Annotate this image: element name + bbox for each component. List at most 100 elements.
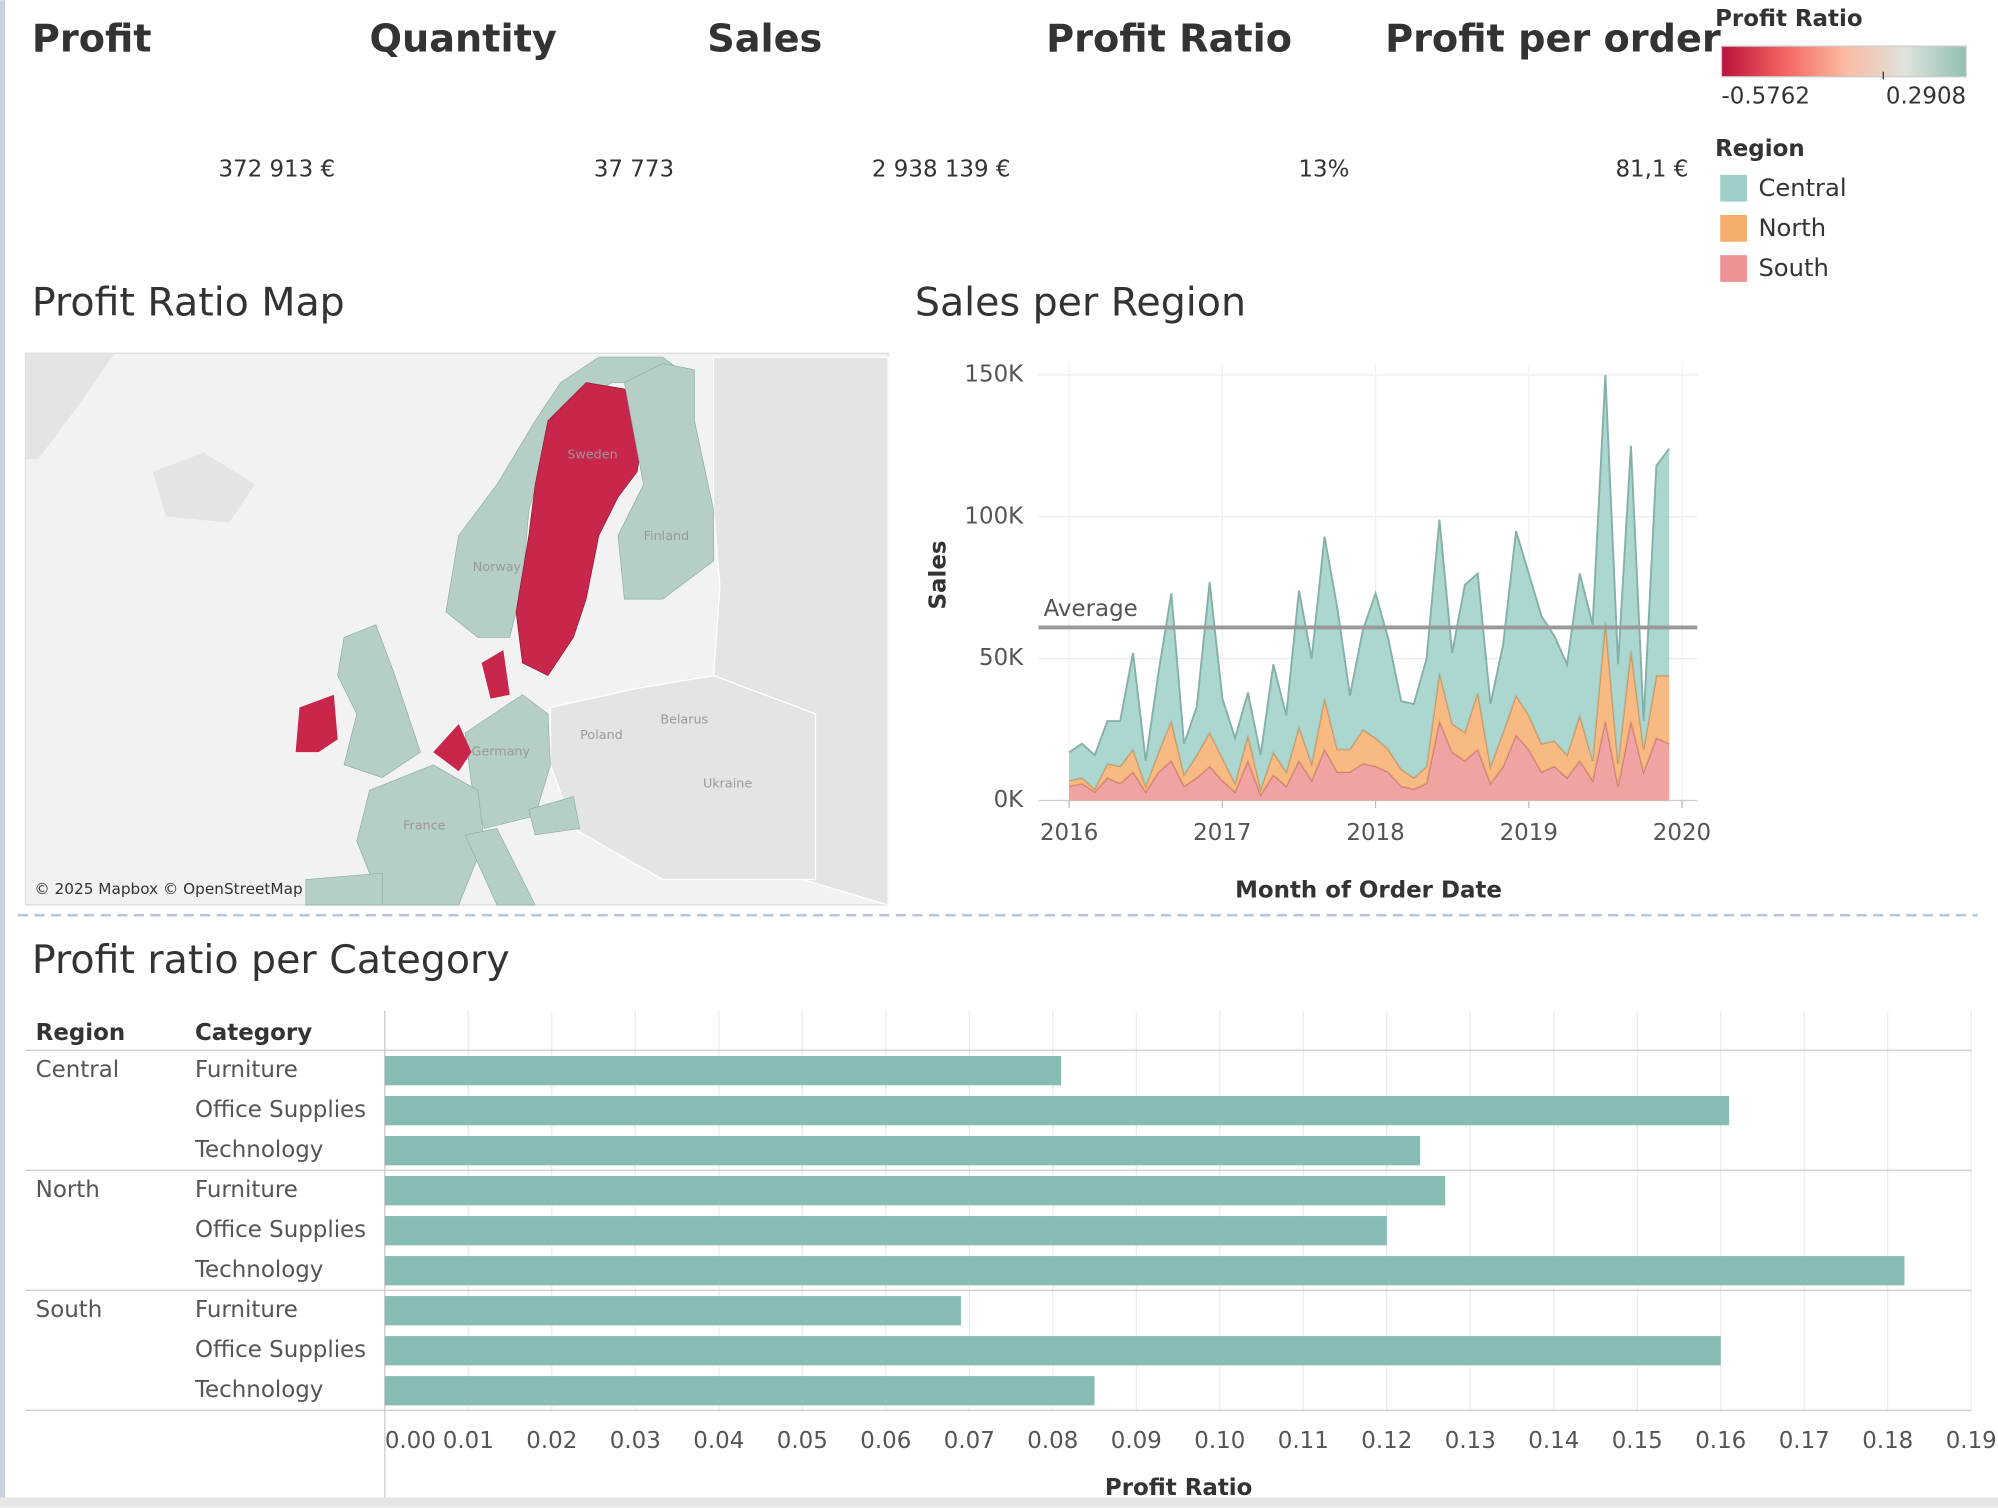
kpi-value: 37 773 — [594, 156, 674, 182]
group-label: North — [36, 1177, 100, 1203]
map: Profit Ratio Map Sweden Finland Norway Germ… — [24, 279, 889, 906]
legend-title: Profit Ratio — [1715, 6, 1862, 32]
x-tick-label: 0.04 — [693, 1428, 744, 1454]
x-tick-label: 0.19 — [1946, 1428, 1997, 1454]
x-tick-label: 0.08 — [1027, 1428, 1078, 1454]
chart-title: Sales per Region — [915, 279, 1246, 325]
country-label: Finland — [644, 529, 690, 544]
x-tick-label: 0.14 — [1528, 1428, 1579, 1454]
bar — [384, 1136, 1421, 1166]
country — [464, 828, 536, 906]
y-tick-label: 100K — [964, 503, 1024, 529]
color-ramp — [1720, 45, 1967, 78]
group-label: Central — [36, 1057, 119, 1083]
country — [481, 650, 510, 699]
x-tick-label: 0.07 — [944, 1428, 995, 1454]
x-axis-title: Profit Ratio — [1105, 1475, 1252, 1501]
area — [1069, 374, 1670, 790]
x-tick-label: 0.00 — [385, 1428, 436, 1454]
kpi-value: 81,1 € — [1615, 156, 1688, 182]
kpi-title: Profit Ratio — [1046, 18, 1292, 62]
legend-label: North — [1758, 214, 1826, 242]
category-label: Technology — [194, 1257, 323, 1283]
x-tick-label: 0.06 — [860, 1428, 911, 1454]
category-label: Office Supplies — [195, 1217, 366, 1243]
x-tick-label: 0.01 — [443, 1428, 494, 1454]
map-title: Profit Ratio Map — [32, 279, 345, 325]
x-tick-label: 0.11 — [1278, 1428, 1329, 1454]
country — [337, 624, 421, 778]
x-tick-label: 0.05 — [777, 1428, 828, 1454]
legend-swatch — [1720, 214, 1747, 242]
x-tick-label: 0.18 — [1862, 1428, 1913, 1454]
land — [152, 452, 255, 523]
x-tick-label: 0.02 — [526, 1428, 577, 1454]
country-label: Belarus — [660, 713, 708, 728]
category-label: Technology — [194, 1377, 323, 1403]
legend-min: -0.5762 — [1721, 84, 1809, 110]
country-label: Norway — [473, 560, 522, 575]
category-label: Technology — [194, 1137, 323, 1163]
chart-title: Profit ratio per Category — [32, 937, 510, 983]
kpi-title: Sales — [707, 18, 822, 62]
x-axis-title: Month of Order Date — [1235, 877, 1502, 903]
row-header: Region — [36, 1020, 126, 1046]
legend-label: Central — [1758, 174, 1846, 202]
attribution: © 2025 Mapbox © OpenStreetMap — [34, 880, 302, 898]
legend-max: 0.2908 — [1886, 84, 1966, 110]
category-label: Office Supplies — [195, 1337, 366, 1363]
kpi-value: 2 938 139 € — [872, 156, 1011, 182]
bar — [384, 1296, 961, 1326]
bar — [384, 1216, 1387, 1246]
category-label: Furniture — [195, 1177, 298, 1203]
country — [433, 724, 472, 772]
country-label: France — [403, 818, 446, 833]
legend-swatch — [1720, 174, 1747, 202]
country — [295, 694, 338, 753]
bar — [384, 1176, 1446, 1206]
y-tick-label: 50K — [979, 645, 1024, 671]
x-tick-label: 0.10 — [1194, 1428, 1245, 1454]
kpi-title: Profit per order — [1385, 18, 1721, 62]
bar — [384, 1055, 1062, 1086]
x-tick-label: 0.03 — [610, 1428, 661, 1454]
x-tick-label: 2016 — [1040, 820, 1098, 846]
country-label: Sweden — [567, 448, 617, 463]
area-chart: Sales per Region 0K 50K 100K 150K 2016 2017 201… — [915, 279, 1711, 903]
bar — [384, 1096, 1730, 1126]
country — [356, 764, 485, 906]
land — [549, 674, 817, 881]
kpi-row: Profit 372 913 € Quantity 37 773 Sales 2 938 … — [32, 18, 1721, 183]
x-tick-label: 0.13 — [1445, 1428, 1496, 1454]
x-tick-label: 0.17 — [1779, 1428, 1830, 1454]
area — [1069, 721, 1670, 801]
reference-label: Average — [1044, 596, 1138, 622]
row-header: Category — [195, 1020, 312, 1046]
x-tick-label: 0.15 — [1612, 1428, 1663, 1454]
y-tick-label: 150K — [964, 361, 1024, 387]
category-label: Furniture — [195, 1297, 298, 1323]
x-tick-label: 0.16 — [1695, 1428, 1746, 1454]
country — [528, 796, 581, 836]
x-tick-label: 2018 — [1346, 820, 1404, 846]
bar — [384, 1376, 1095, 1406]
country-label: Germany — [472, 745, 531, 760]
category-label: Office Supplies — [195, 1097, 366, 1123]
country — [305, 872, 383, 906]
area-edge — [1068, 374, 1671, 761]
land — [25, 353, 115, 460]
kpi-value: 13% — [1298, 156, 1349, 182]
bar — [384, 1256, 1905, 1286]
y-axis-title: Sales — [926, 540, 952, 609]
x-tick-label: 2017 — [1193, 820, 1251, 846]
legend-label: South — [1758, 254, 1828, 282]
tab-bar — [0, 1497, 1998, 1508]
kpi-value: 372 913 € — [218, 156, 335, 182]
x-tick-label: 2019 — [1500, 820, 1558, 846]
bar — [384, 1336, 1721, 1366]
x-tick-label: 0.09 — [1111, 1428, 1162, 1454]
legend-swatch — [1720, 255, 1747, 282]
kpi-title: Profit — [32, 18, 152, 62]
country — [617, 363, 714, 600]
